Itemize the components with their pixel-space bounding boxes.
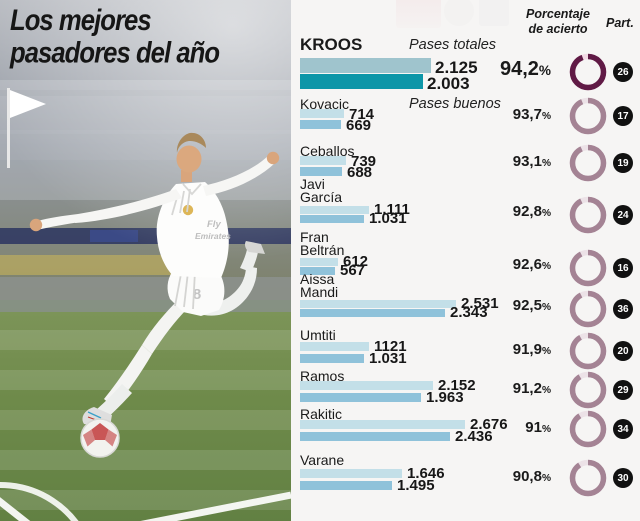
svg-text:Fly: Fly [207, 219, 221, 230]
svg-text:Emirates: Emirates [195, 231, 231, 241]
